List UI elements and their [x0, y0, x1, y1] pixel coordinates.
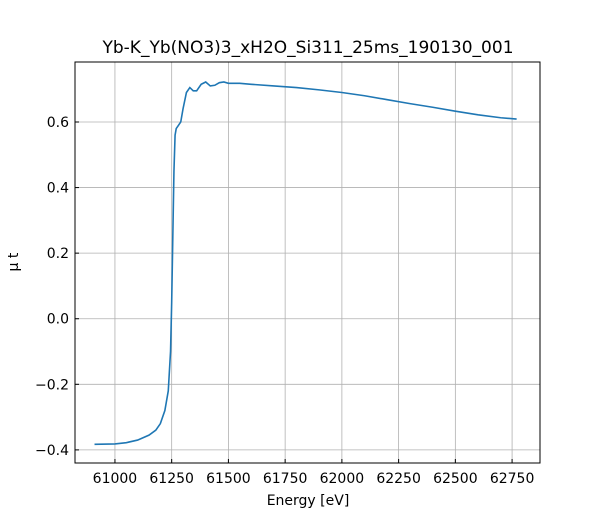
y-tick-label: −0.2: [35, 377, 69, 393]
y-tick-label: 0.2: [47, 246, 69, 262]
x-tick-label: 61000: [93, 471, 138, 487]
y-tick-label: −0.4: [35, 443, 69, 459]
x-tick-label: 61500: [206, 471, 251, 487]
y-axis-label: μ t: [6, 252, 22, 271]
plot-frame: [74, 61, 541, 464]
x-tick-label: 62000: [320, 471, 365, 487]
x-axis-label: Energy [eV]: [267, 493, 350, 509]
x-tick-label: 61750: [263, 471, 308, 487]
data-line: [94, 81, 517, 446]
y-tick-label: 0.6: [47, 115, 69, 131]
x-tick-label: 61250: [149, 471, 194, 487]
chart-title: Yb-K_Yb(NO3)3_xH2O_Si311_25ms_190130_001: [101, 38, 513, 58]
x-tick-label: 62750: [490, 471, 535, 487]
x-tick-label: 62250: [376, 471, 421, 487]
y-tick-label: 0.4: [47, 181, 69, 197]
x-tick-label: 62500: [433, 471, 478, 487]
y-tick-label: 0.0: [47, 312, 69, 328]
